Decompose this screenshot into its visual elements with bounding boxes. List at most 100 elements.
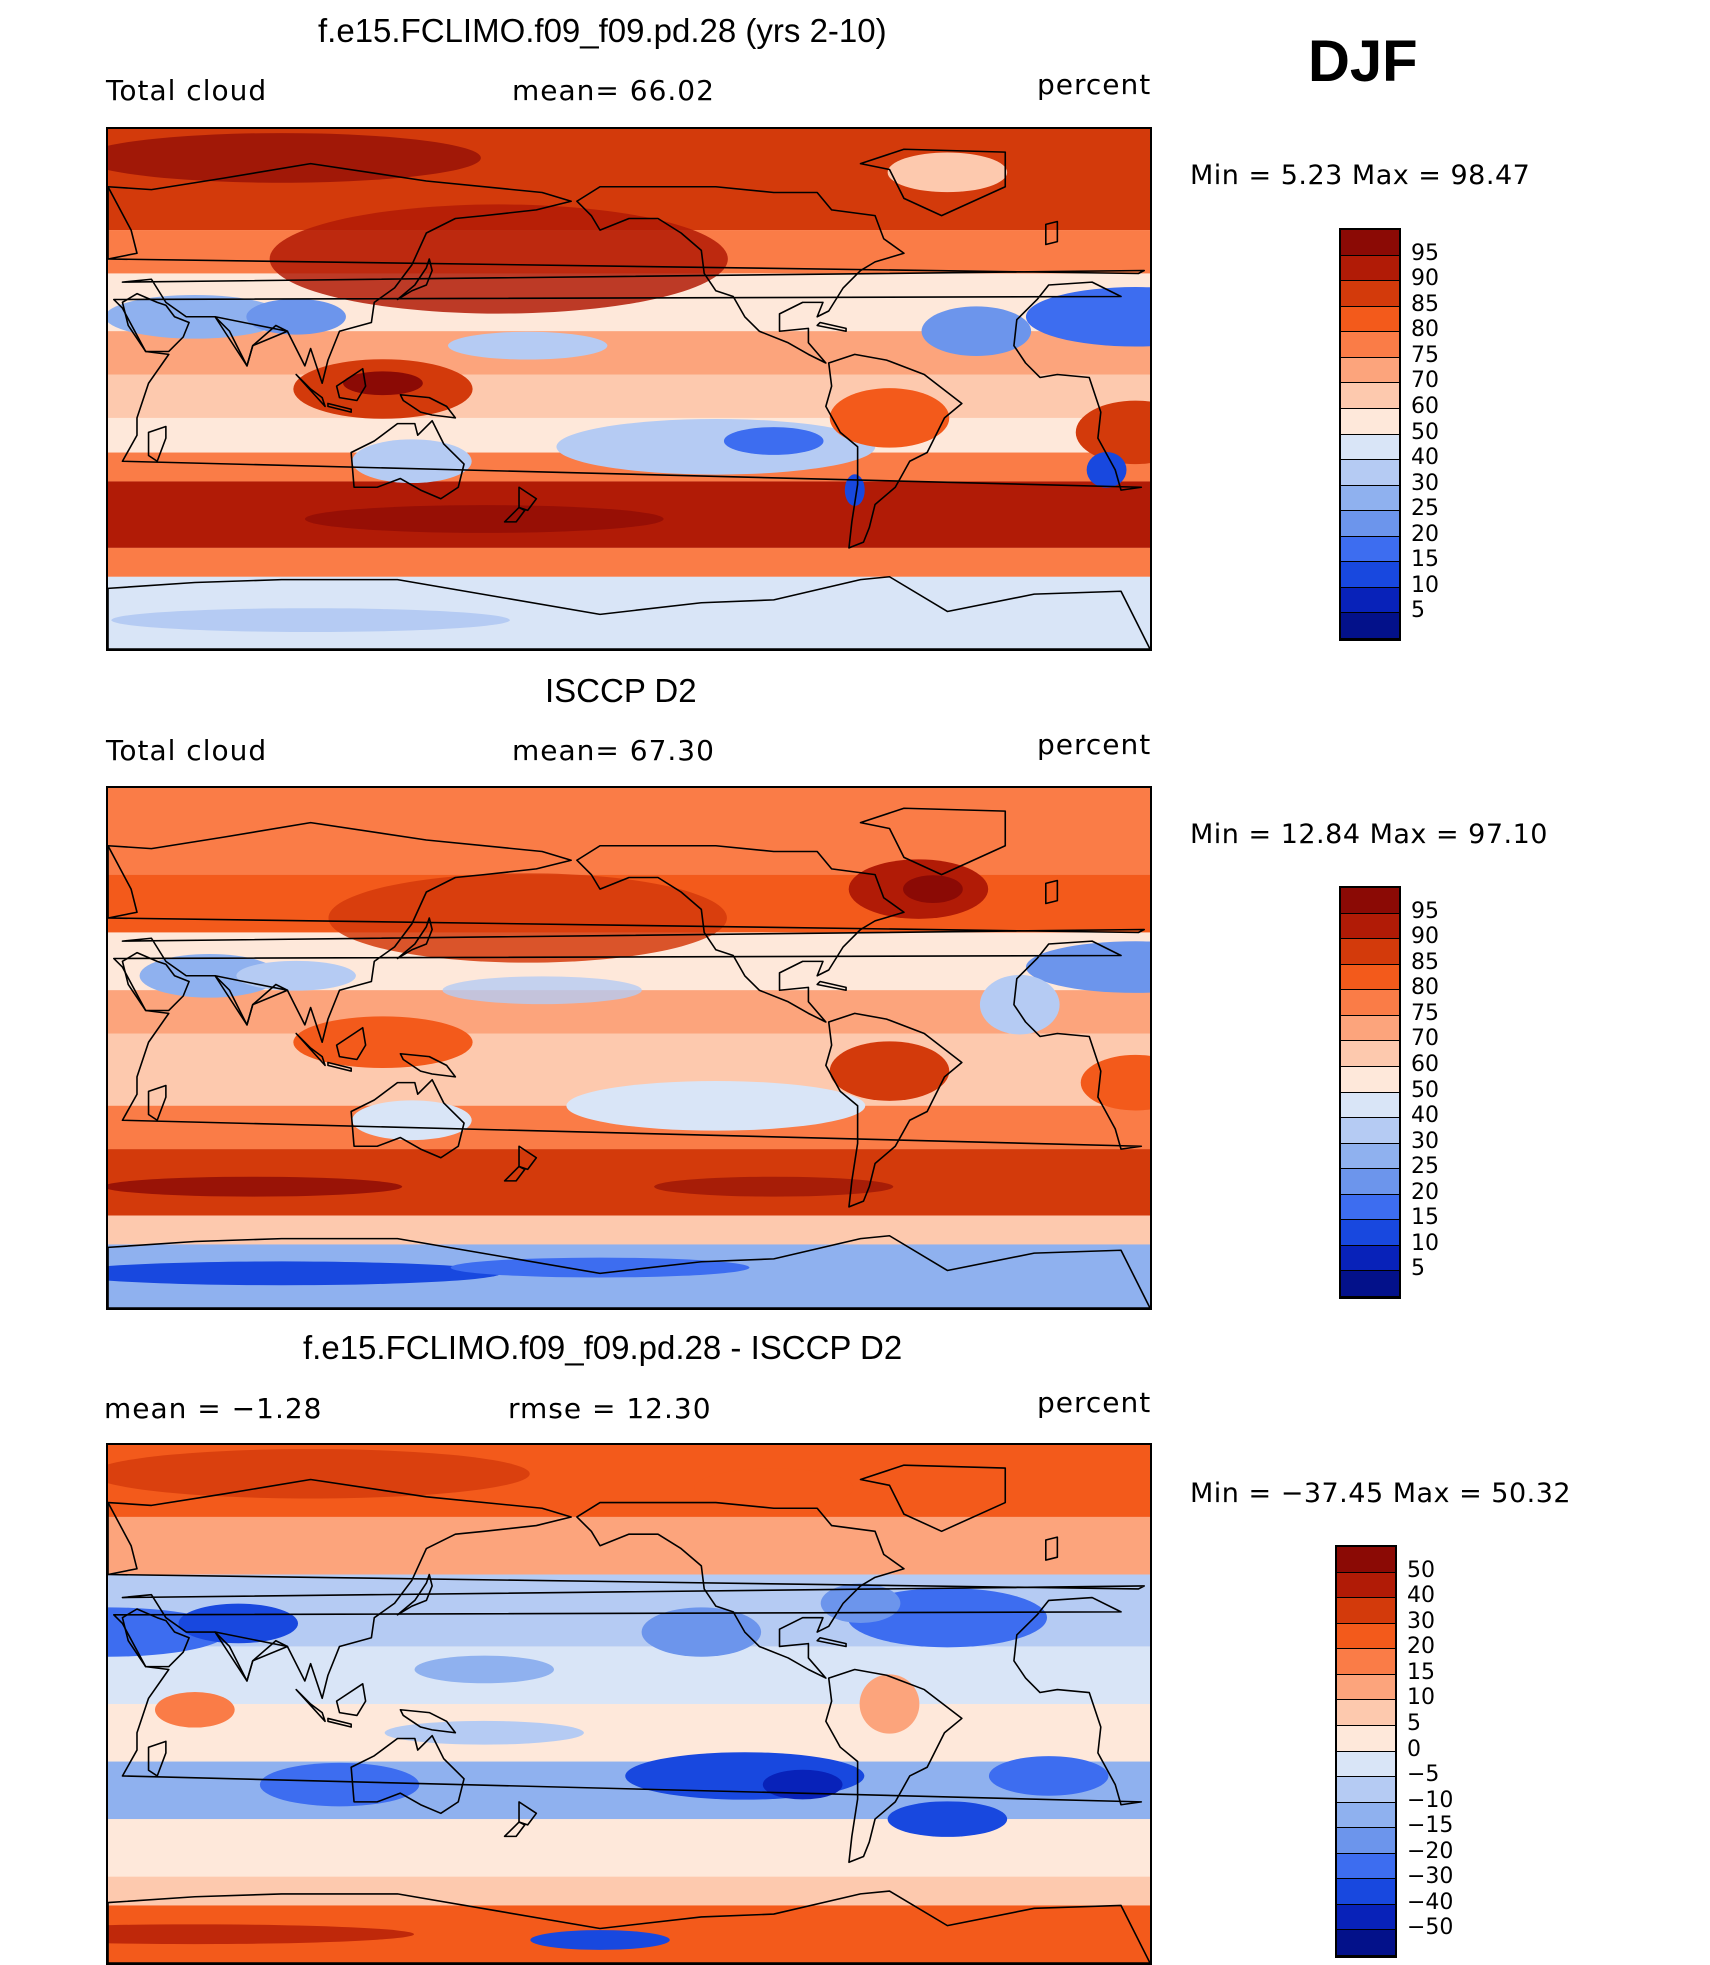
colorbar-tick-label: 95 <box>1411 240 1439 266</box>
colorbar-tick-label: 50 <box>1411 1077 1439 1103</box>
panel-2-title: ISCCP D2 <box>545 672 697 709</box>
colorbar-tick-label: 30 <box>1411 1128 1439 1154</box>
colorbar-tick-label: −30 <box>1407 1864 1454 1890</box>
season-label: DJF <box>1308 29 1418 94</box>
coastline <box>108 1234 1150 1308</box>
colorbar-swatch <box>1341 255 1399 282</box>
coastline <box>147 425 167 463</box>
colorbar-swatch <box>1341 1015 1399 1042</box>
colorbar-tick-label: 80 <box>1411 317 1439 343</box>
coastline <box>399 1708 457 1734</box>
colorbar-swatch <box>1341 1041 1399 1067</box>
panel-3-mean-label: mean = −1.28 <box>104 1392 323 1425</box>
coastline <box>503 506 526 523</box>
coastline <box>295 373 326 408</box>
colorbar-tick-label: 25 <box>1411 1154 1439 1180</box>
colorbar-tick-label: 25 <box>1411 496 1439 522</box>
coastline <box>112 1596 1143 1806</box>
coastline <box>503 1165 526 1182</box>
colorbar-tick-label: 20 <box>1411 521 1439 547</box>
colorbar-swatch <box>1337 1725 1395 1752</box>
coastlines <box>108 148 1150 649</box>
coastline <box>121 951 190 1012</box>
coastline <box>859 1464 1007 1533</box>
coastline <box>816 1636 847 1648</box>
colorbar-swatch <box>1337 1700 1395 1726</box>
colorbar-tick-label: 5 <box>1411 598 1425 624</box>
colorbar-swatch <box>1341 281 1399 307</box>
coastline <box>518 1801 538 1826</box>
colorbar-tick-label: 40 <box>1411 1103 1439 1129</box>
panel-1-map <box>106 127 1152 651</box>
colorbar-tick-label: 10 <box>1407 1685 1435 1711</box>
colorbar-tick-label: 15 <box>1411 547 1439 573</box>
colorbar-swatch <box>1341 357 1399 384</box>
colorbar-swatch <box>1341 536 1399 563</box>
coastline <box>335 367 367 402</box>
colorbar-swatch <box>1341 990 1399 1016</box>
coastline <box>214 315 289 367</box>
coastline <box>108 821 1146 1044</box>
panel-1-mean-label: mean= 66.02 <box>512 74 715 107</box>
colorbar-swatch <box>1337 1598 1395 1624</box>
coastline <box>825 1012 963 1208</box>
colorbar-tick-label: 50 <box>1411 419 1439 445</box>
panel-2-mean-label: mean= 67.30 <box>512 734 715 767</box>
coastline <box>518 1145 538 1171</box>
colorbar-swatch <box>1337 1879 1395 1905</box>
colorbar-tick-label: −15 <box>1407 1813 1454 1839</box>
colorbar-swatch <box>1341 1143 1399 1170</box>
coastline <box>121 292 190 353</box>
colorbar-swatch <box>1341 1245 1399 1272</box>
colorbar-tick-label: 10 <box>1411 1230 1439 1256</box>
coastline <box>108 1478 1146 1700</box>
coastline <box>327 402 352 413</box>
coastline <box>327 1061 352 1072</box>
coastline <box>396 258 433 301</box>
coastline <box>335 1683 367 1717</box>
coastline <box>295 1688 326 1723</box>
colorbar-tick-label: 85 <box>1411 949 1439 975</box>
coastline <box>108 162 1146 385</box>
colorbar-tick-label: −5 <box>1407 1762 1440 1788</box>
colorbar-swatch <box>1341 485 1399 512</box>
coastline <box>214 974 289 1026</box>
coastline <box>825 353 963 549</box>
colorbar-swatch <box>1337 1930 1395 1956</box>
panel-1-variable-label: Total cloud <box>106 74 268 107</box>
colorbar-swatch <box>1341 613 1399 639</box>
coastline <box>108 1890 1150 1963</box>
panel-3-title: f.e15.FCLIMO.f09_f09.pd.28 - ISCCP D2 <box>303 1329 903 1366</box>
colorbar-swatch <box>1341 332 1399 358</box>
coastline <box>859 807 1007 876</box>
coastline <box>147 1740 167 1777</box>
colorbar-tick-label: 90 <box>1411 266 1439 292</box>
colorbar-swatch <box>1337 1802 1395 1829</box>
colorbar-tick-label: 90 <box>1411 924 1439 950</box>
colorbar-swatch <box>1337 1547 1395 1573</box>
colorbar-tick-label: 95 <box>1411 898 1439 924</box>
colorbar-swatch <box>1337 1751 1395 1778</box>
coastline <box>112 281 1143 491</box>
colorbar-swatch <box>1337 1853 1395 1880</box>
coastline <box>335 1026 367 1061</box>
coastlines <box>108 1464 1150 1963</box>
colorbar-swatch <box>1337 1777 1395 1803</box>
colorbar-tick-label: 30 <box>1411 470 1439 496</box>
coastline <box>147 1084 167 1122</box>
coastline <box>816 321 847 333</box>
colorbar-swatch <box>1341 434 1399 461</box>
panel-1-colorbar <box>1339 228 1401 641</box>
coastline <box>399 393 457 419</box>
colorbar-tick-label: −40 <box>1407 1889 1454 1915</box>
map-field <box>108 129 1150 649</box>
panel-2-minmax: Min = 12.84 Max = 97.10 <box>1190 819 1548 850</box>
colorbar-swatch <box>1341 383 1399 409</box>
panel-2-map <box>106 786 1152 1310</box>
colorbar-tick-label: 30 <box>1407 1608 1435 1634</box>
colorbar-tick-label: 0 <box>1407 1736 1421 1762</box>
coastline <box>576 1501 905 1679</box>
coastline <box>327 1717 352 1728</box>
colorbar-tick-label: 15 <box>1411 1205 1439 1231</box>
